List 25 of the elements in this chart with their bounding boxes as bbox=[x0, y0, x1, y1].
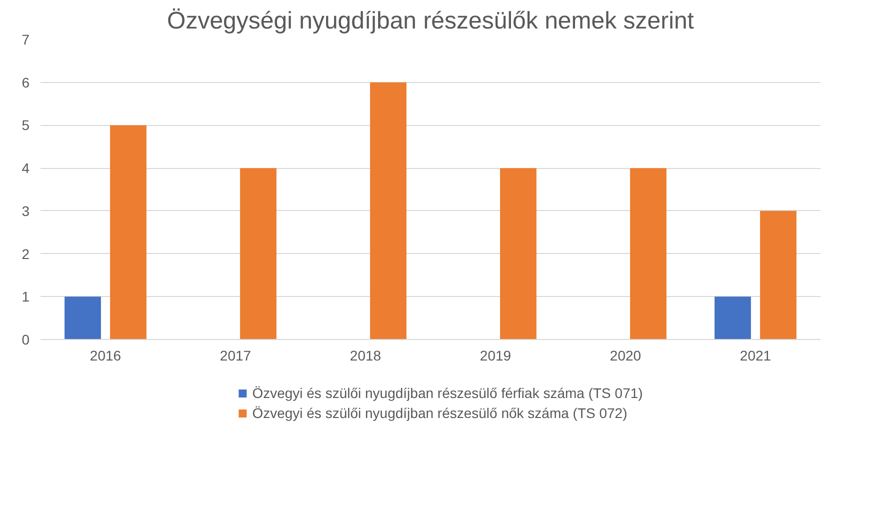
bar bbox=[370, 82, 406, 340]
y-tick-label: 3 bbox=[22, 202, 30, 219]
y-tick-label: 0 bbox=[22, 332, 30, 348]
chart-title: Özvegységi nyugdíjban részesülők nemek szerint bbox=[167, 8, 694, 34]
y-tick-label: 4 bbox=[22, 160, 30, 176]
bar bbox=[240, 168, 276, 340]
y-tick-label: 1 bbox=[22, 288, 30, 305]
x-tick-label: 2020 bbox=[610, 348, 642, 364]
y-tick-label: 6 bbox=[22, 74, 30, 90]
bar bbox=[714, 296, 751, 340]
bar bbox=[760, 210, 796, 340]
x-tick-label: 2018 bbox=[350, 348, 382, 364]
bar bbox=[630, 168, 666, 340]
bar bbox=[500, 168, 536, 340]
legend-label: Özvegyi és szülői nyugdíjban részesülő férfiak száma (TS 071) bbox=[252, 385, 643, 401]
x-tick-label: 2019 bbox=[480, 348, 512, 364]
x-tick-label: 2021 bbox=[740, 348, 772, 364]
y-tick-label: 7 bbox=[22, 32, 30, 48]
y-tick-label: 5 bbox=[22, 117, 30, 134]
bar bbox=[64, 296, 101, 340]
legend-label: Özvegyi és szülői nyugdíjban részesülő nők száma (TS 072) bbox=[252, 405, 628, 421]
y-tick-label: 2 bbox=[22, 246, 30, 262]
x-tick-label: 2016 bbox=[90, 348, 122, 364]
x-tick-label: 2017 bbox=[220, 348, 252, 364]
bar bbox=[110, 125, 146, 340]
